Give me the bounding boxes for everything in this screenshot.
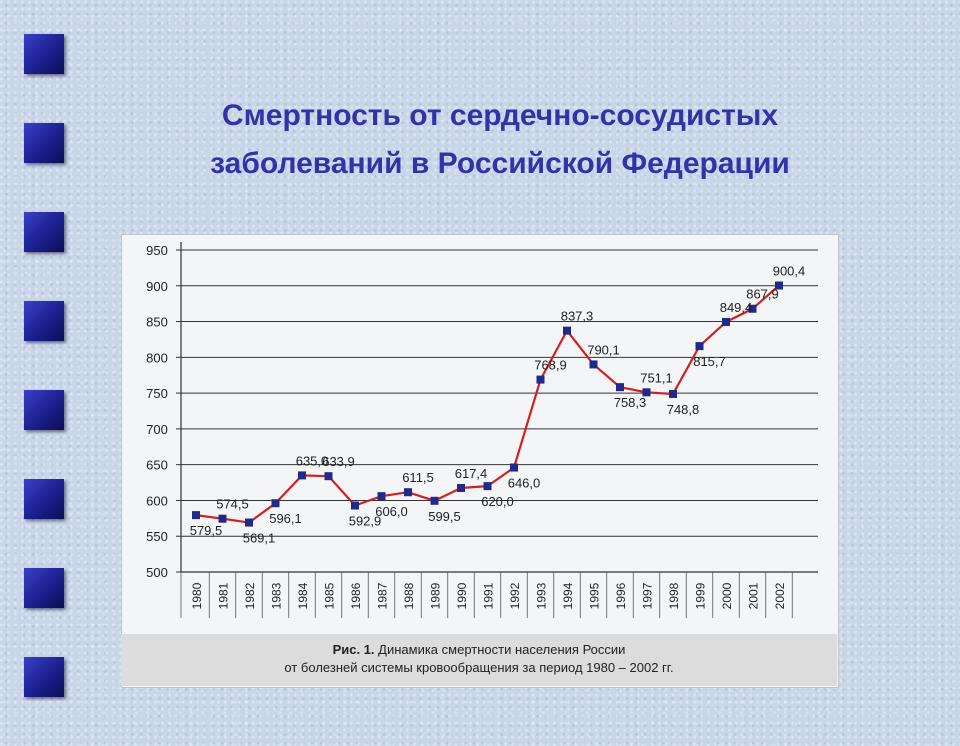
slide-title-line1: Смертность от сердечно-сосудистых (221, 99, 779, 132)
bullet-square (24, 390, 64, 430)
caption-line1: Динамика смертности населения России (374, 642, 626, 657)
slide-title: Смертность от сердечно-сосудистых заболе… (120, 92, 880, 188)
slide-title-line2: заболеваний в Российской Федерации (210, 147, 790, 180)
bullet-square (24, 301, 64, 341)
decorative-bullets (24, 34, 64, 746)
bullet-square (24, 212, 64, 252)
bullet-square (24, 657, 64, 697)
bullet-square (24, 34, 64, 74)
bullet-square (24, 123, 64, 163)
chart-figure (121, 234, 839, 688)
caption-prefix: Рис. 1. (332, 642, 375, 657)
figure-caption: Рис. 1. Динамика смертности населения Ро… (121, 641, 837, 677)
caption-box (121, 634, 837, 686)
bullet-square (24, 479, 64, 519)
bullet-square (24, 568, 64, 608)
caption-line2: от болезней системы кровообращения за пе… (284, 660, 674, 675)
